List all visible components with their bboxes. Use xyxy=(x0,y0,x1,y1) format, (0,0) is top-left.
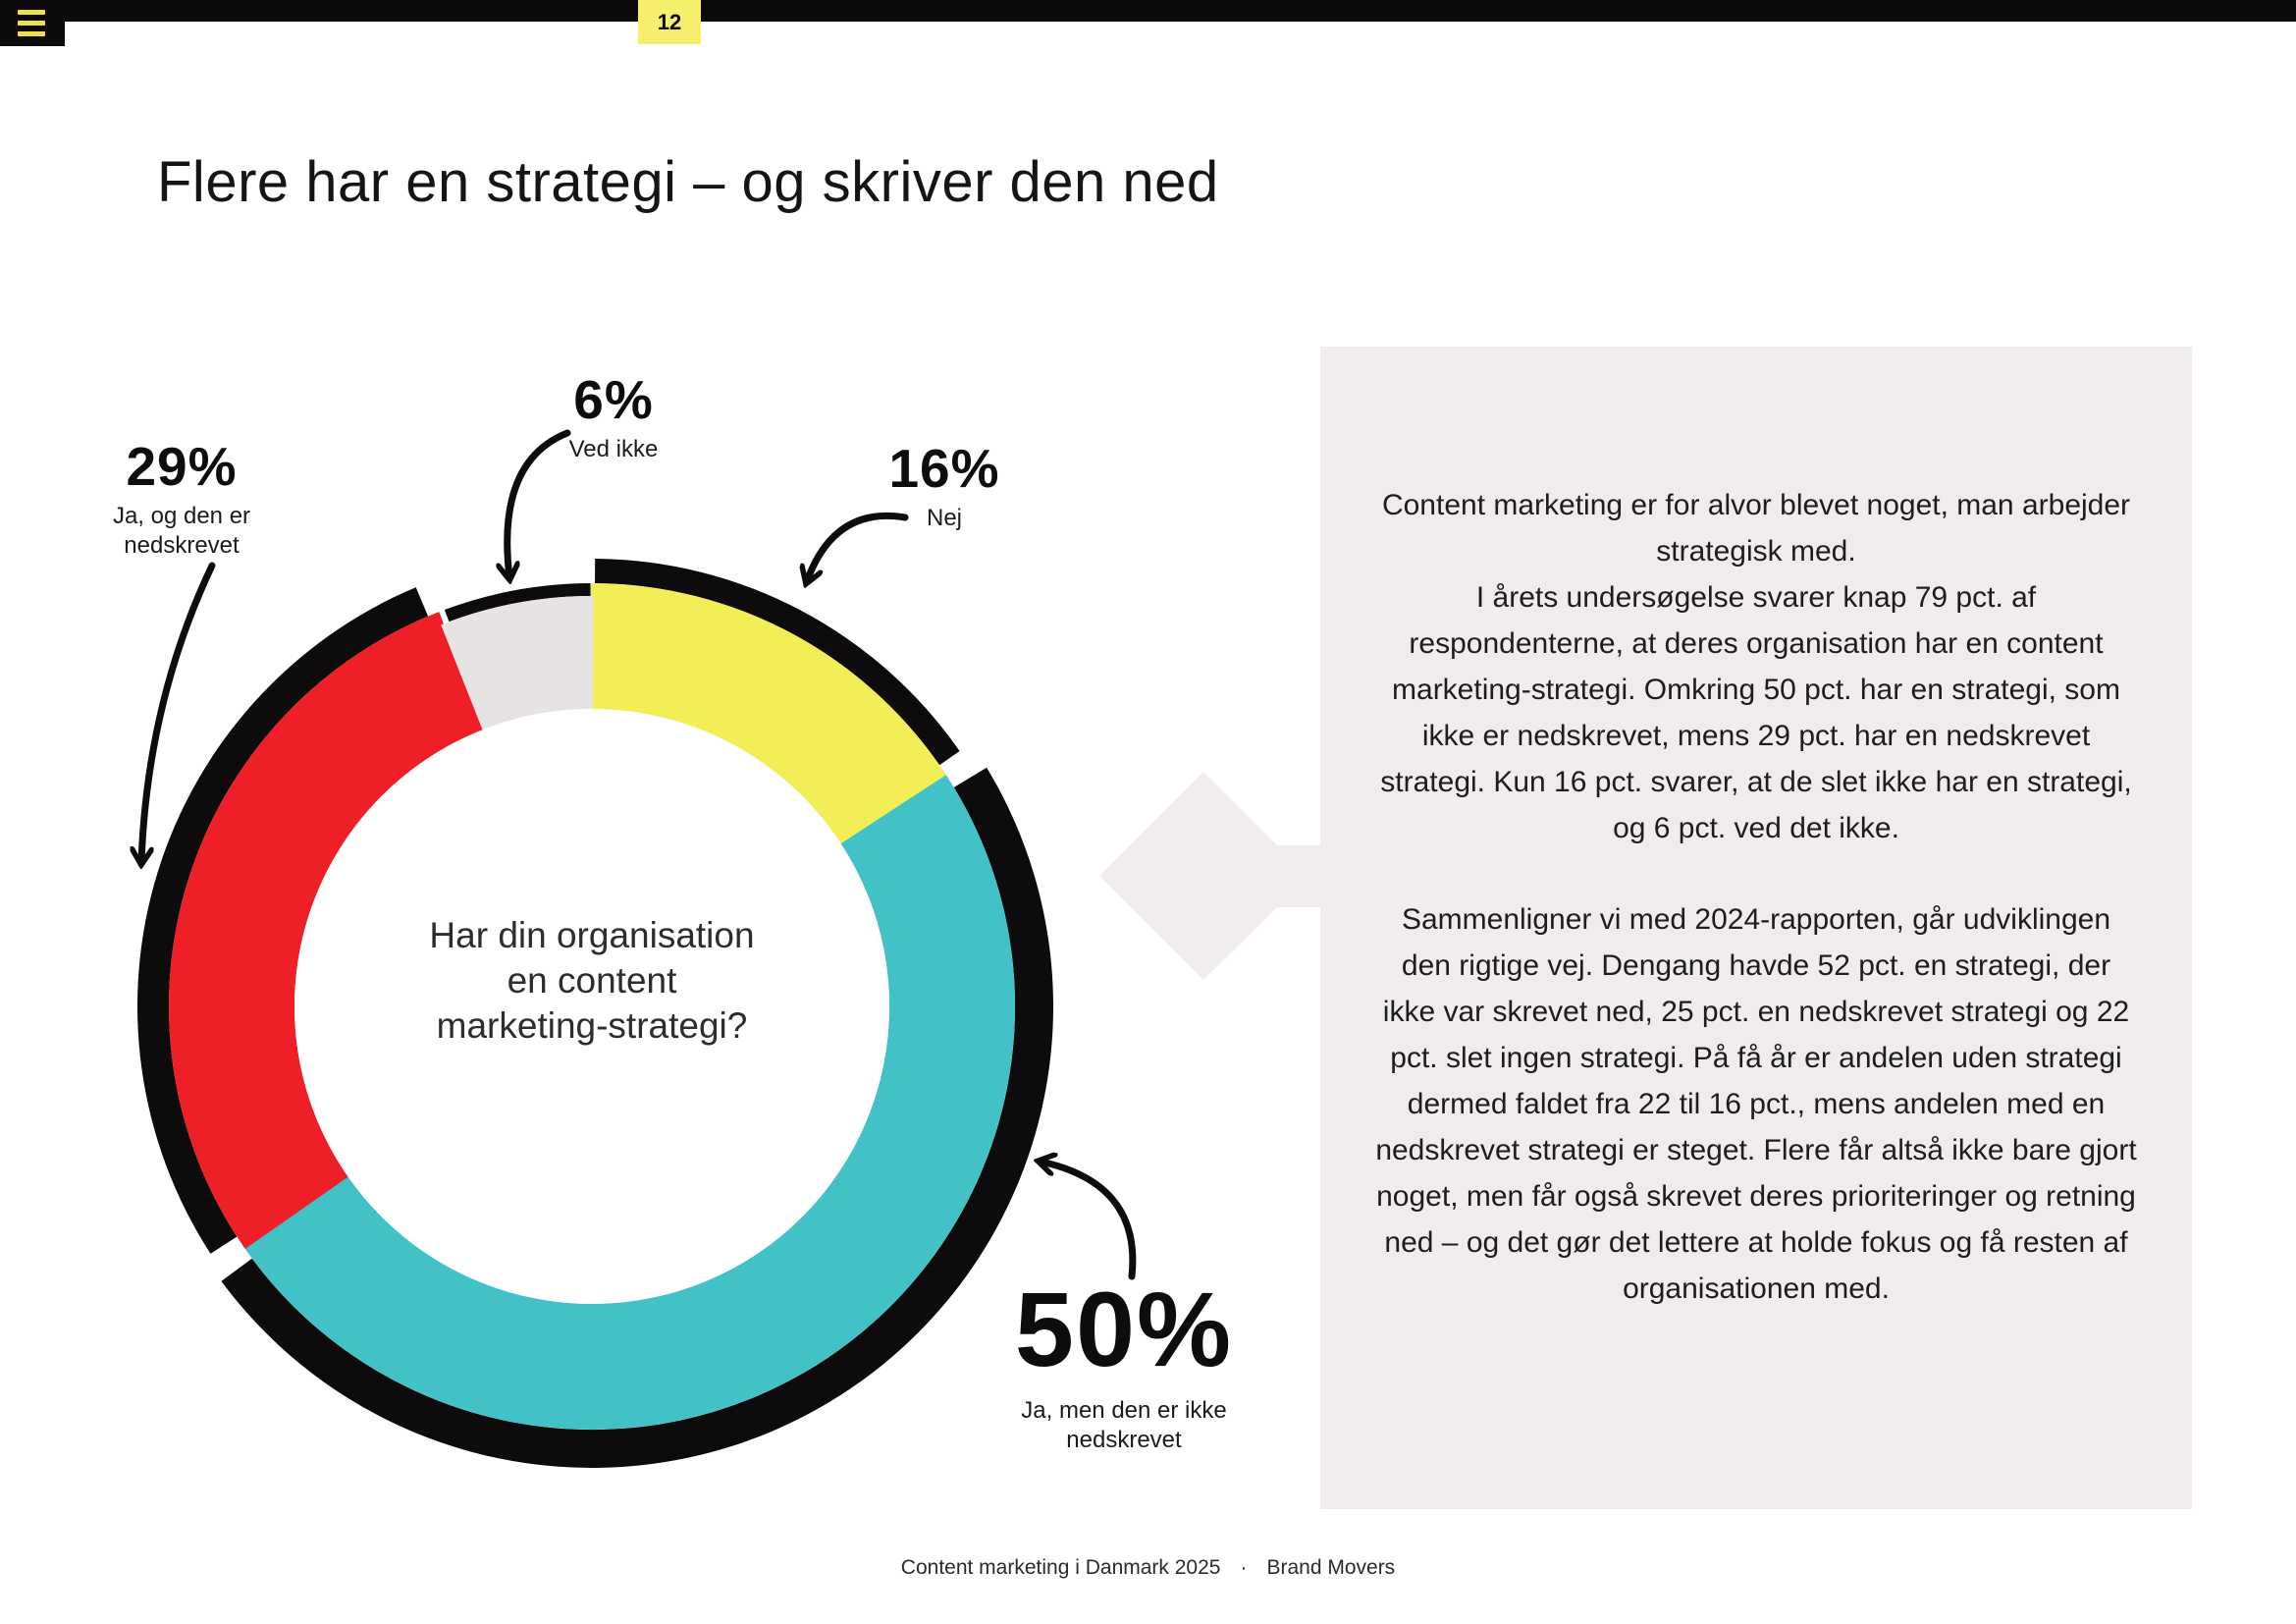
commentary-paragraph-1: Content marketing er for alvor blevet no… xyxy=(1380,489,2132,844)
segment-nej xyxy=(590,582,948,845)
commentary-panel: Content marketing er for alvor blevet no… xyxy=(1320,347,2192,1509)
hamburger-icon xyxy=(18,31,45,36)
callout-29-label: Ja, og den er nedskrevet xyxy=(112,503,251,559)
ring-arc-nej xyxy=(595,559,960,766)
callout-29-value: 29% xyxy=(126,436,238,497)
top-bar xyxy=(0,0,2296,22)
segment-ja-ikke-nedskrevet xyxy=(243,775,1015,1430)
callout-6-percent: 6% Ved ikke xyxy=(510,373,717,464)
page-footer: Content marketing i Danmark 2025 · Brand M… xyxy=(0,1556,2296,1580)
arrow-50 xyxy=(1041,1162,1137,1280)
hamburger-menu-button[interactable] xyxy=(0,0,65,46)
arrow-29 xyxy=(141,562,216,862)
callout-arrows xyxy=(141,429,1137,1280)
footer-report-name: Content marketing i Danmark 2025 xyxy=(900,1556,1221,1579)
callout-50-value: 50% xyxy=(1014,1270,1234,1388)
callout-6-value: 6% xyxy=(573,369,654,430)
page-number: 12 xyxy=(657,9,682,34)
donut-center-question: Har din organisation en content marketin… xyxy=(429,915,755,1046)
callout-16-label: Nej xyxy=(926,505,962,531)
callout-16-value: 16% xyxy=(888,438,1000,499)
segment-ja-nedskrevet xyxy=(168,612,485,1249)
page-number-tab: 12 xyxy=(638,0,701,44)
ring-arc-ved-ikke xyxy=(444,583,592,623)
commentary-paragraph-2: Sammenligner vi med 2024-rapporten, går … xyxy=(1375,903,2137,1305)
callout-6-label: Ved ikke xyxy=(568,436,659,462)
callout-50-percent: 50% Ja, men den er ikke nedskrevet xyxy=(947,1276,1301,1455)
donut-segments xyxy=(136,559,1054,1469)
footer-brand: Brand Movers xyxy=(1266,1556,1396,1579)
callout-29-percent: 29% Ja, og den er nedskrevet xyxy=(74,440,290,561)
arrow-6 xyxy=(507,429,571,577)
arrow-16 xyxy=(807,512,909,581)
page-title: Flere har en strategi – og skriver den n… xyxy=(157,150,1219,214)
callout-50-label: Ja, men den er ikke nedskrevet xyxy=(1021,1397,1227,1453)
panel-pointer-arrow xyxy=(1099,772,1323,980)
hamburger-icon xyxy=(18,21,45,26)
hamburger-icon xyxy=(18,10,45,15)
callout-16-percent: 16% Nej xyxy=(839,442,1049,533)
footer-separator: · xyxy=(1240,1556,1248,1579)
donut-hole xyxy=(294,709,889,1304)
segment-ved-ikke xyxy=(441,595,594,731)
